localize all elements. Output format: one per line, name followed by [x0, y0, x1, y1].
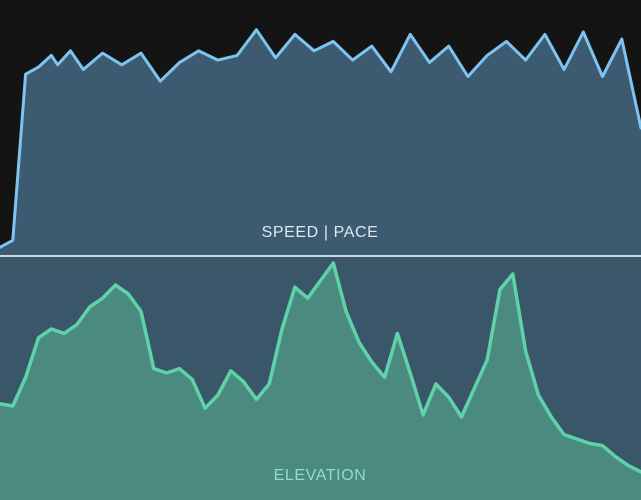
- panel-divider: [0, 255, 641, 257]
- elevation-chart: ELEVATION: [0, 257, 641, 500]
- speed-pace-chart: SPEED | PACE: [0, 28, 641, 255]
- elevation-series-line: [0, 261, 641, 474]
- elevation-label: ELEVATION: [274, 467, 367, 484]
- elevation-area-fill: [0, 263, 641, 500]
- speed-pace-label: SPEED | PACE: [262, 224, 379, 241]
- speed-series-line: [0, 28, 641, 249]
- speed-area-fill: [0, 29, 641, 255]
